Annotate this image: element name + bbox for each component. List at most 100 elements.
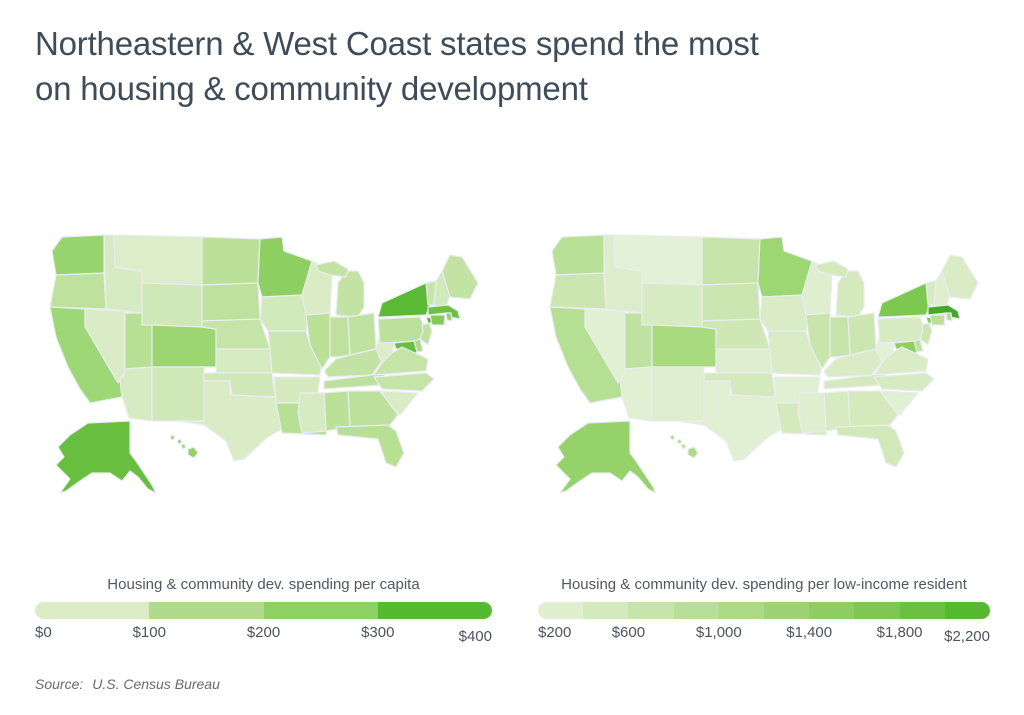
legend-color-bar — [538, 602, 990, 619]
state-mi — [335, 270, 365, 318]
state-az — [619, 366, 653, 422]
state-ct — [929, 314, 946, 326]
state-nj — [919, 322, 933, 346]
state-mi — [815, 260, 849, 278]
state-ri — [945, 312, 953, 322]
legend-color-segment — [628, 602, 674, 619]
chart-title: Northeastern & West Coast states spend t… — [35, 22, 995, 112]
state-al — [823, 390, 851, 432]
state-il — [305, 312, 331, 370]
legend-title: Housing & community dev. spending per ca… — [107, 576, 420, 593]
state-pa — [377, 316, 425, 344]
legend-tick-label: $200 — [538, 624, 572, 641]
legend-tick-labels: $200 $600 $1,000 $1,400 $1,800 $2,200 — [538, 624, 990, 648]
state-ms — [297, 392, 327, 434]
state-pa — [877, 316, 925, 344]
legend-tick-label: $400 — [458, 628, 492, 645]
legend-color-segment — [899, 602, 945, 619]
state-wy — [641, 282, 703, 328]
state-nh — [433, 270, 451, 308]
legend-tick-label: $0 — [35, 624, 52, 641]
state-hi — [687, 446, 699, 459]
state-va — [873, 346, 929, 376]
state-in — [329, 316, 351, 358]
state-tx — [177, 380, 283, 462]
state-ak — [555, 420, 657, 494]
legend-color-segment — [764, 602, 810, 619]
state-hi — [169, 434, 176, 441]
legend-tick-label: $200 — [246, 624, 281, 641]
legend-color-segment — [35, 602, 150, 619]
state-mo — [267, 330, 323, 376]
state-mi — [315, 260, 349, 278]
legend-color-segment — [854, 602, 900, 619]
legend-tick-label: $1,400 — [786, 624, 833, 641]
state-co — [651, 324, 717, 368]
legend-title: Housing & community dev. spending per lo… — [561, 576, 967, 593]
chart-title-line-2: on housing & community development — [35, 69, 588, 107]
legend-per-low-income-resident: Housing & community dev. spending per lo… — [538, 576, 990, 648]
legend-tick-label: $300 — [361, 624, 395, 641]
choropleth-map-per-capita — [49, 234, 479, 494]
chart-title-line-1: Northeastern & West Coast states spend t… — [35, 25, 759, 62]
state-fl — [835, 424, 905, 468]
state-nd — [701, 236, 761, 286]
state-hi — [669, 434, 676, 441]
source-note: Source: U.S. Census Bureau — [35, 676, 220, 692]
state-hi — [676, 438, 683, 445]
legend-color-segment — [809, 602, 855, 619]
legend-color-segment — [377, 602, 492, 619]
state-ks — [215, 348, 273, 374]
legend-color-segment — [149, 602, 264, 619]
state-nc — [373, 372, 435, 392]
state-mi — [835, 270, 865, 318]
state-or — [549, 272, 607, 310]
state-ks — [715, 348, 773, 374]
legend-tick-label: $1,800 — [876, 624, 923, 641]
state-nh — [933, 270, 951, 308]
legend-tick-label: $100 — [132, 624, 166, 641]
state-va — [373, 346, 429, 376]
state-nd — [201, 236, 261, 286]
legend-tick-labels: $0 $100 $200 $300 $400 — [35, 624, 492, 648]
state-il — [805, 312, 831, 370]
state-wa — [551, 234, 605, 276]
state-ms — [797, 392, 827, 434]
legend-tick-label: $2,200 — [944, 628, 990, 645]
legend-tick-label: $600 — [611, 624, 646, 641]
legend-color-bar — [35, 602, 492, 619]
state-az — [119, 366, 153, 422]
legend-color-segment — [944, 602, 990, 619]
state-me — [941, 254, 979, 300]
state-ct — [429, 314, 446, 326]
state-ak — [55, 420, 157, 494]
state-oh — [847, 312, 877, 356]
state-sd — [701, 282, 761, 322]
legend-color-segment — [718, 602, 765, 619]
state-mo — [767, 330, 823, 376]
state-wa — [51, 234, 105, 276]
source-text: U.S. Census Bureau — [92, 676, 220, 692]
state-hi — [180, 443, 187, 450]
state-wy — [141, 282, 203, 328]
state-ny — [377, 280, 435, 318]
state-hi — [187, 446, 199, 459]
legend-per-capita: Housing & community dev. spending per ca… — [35, 576, 492, 648]
state-sd — [201, 282, 261, 322]
state-hi — [176, 438, 183, 445]
state-oh — [347, 312, 377, 356]
state-nm — [151, 366, 205, 422]
state-nc — [873, 372, 935, 392]
state-me — [441, 254, 479, 300]
state-in — [829, 316, 851, 358]
state-or — [49, 272, 107, 310]
state-al — [323, 390, 351, 432]
state-ny — [877, 280, 935, 318]
state-co — [151, 324, 217, 368]
legend-color-segment — [263, 602, 378, 619]
state-ri — [445, 312, 453, 322]
state-hi — [680, 443, 687, 450]
legend-color-segment — [538, 602, 584, 619]
legend-color-segment — [673, 602, 719, 619]
